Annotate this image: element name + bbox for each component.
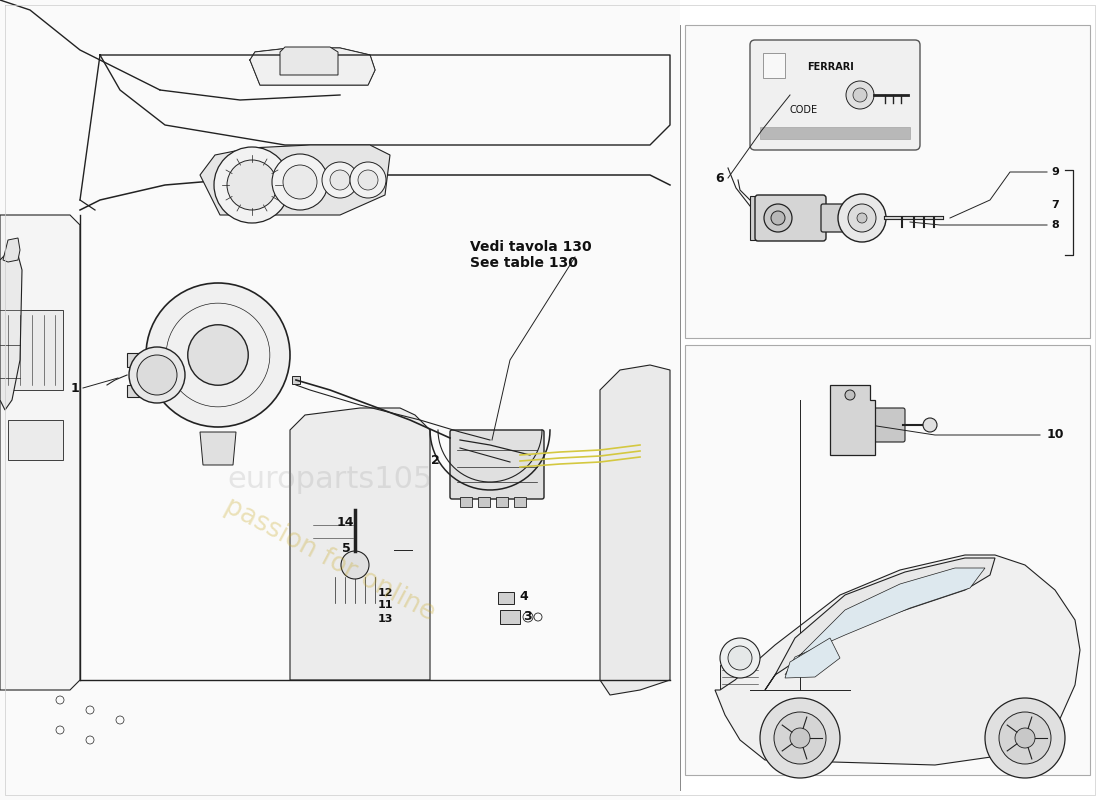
- Circle shape: [774, 712, 826, 764]
- Circle shape: [358, 170, 378, 190]
- Bar: [496, 497, 508, 507]
- Text: 9: 9: [1052, 167, 1059, 177]
- Circle shape: [129, 347, 185, 403]
- Text: 1: 1: [70, 382, 79, 394]
- Bar: [20, 340, 70, 370]
- Circle shape: [227, 160, 277, 210]
- Text: Vedi tavola 130
See table 130: Vedi tavola 130 See table 130: [470, 240, 592, 270]
- Text: CODE: CODE: [790, 105, 818, 115]
- Circle shape: [923, 418, 937, 432]
- Circle shape: [845, 390, 855, 400]
- Bar: [400, 614, 425, 624]
- Polygon shape: [785, 568, 984, 675]
- Polygon shape: [0, 0, 680, 800]
- Text: 7: 7: [1052, 200, 1059, 210]
- Circle shape: [350, 162, 386, 198]
- Circle shape: [852, 88, 867, 102]
- Text: 2: 2: [430, 454, 439, 466]
- Circle shape: [728, 646, 752, 670]
- Bar: [685, 345, 1090, 775]
- Circle shape: [857, 213, 867, 223]
- Bar: [750, 196, 758, 240]
- Circle shape: [272, 154, 328, 210]
- FancyBboxPatch shape: [821, 204, 847, 232]
- Bar: [460, 497, 472, 507]
- FancyBboxPatch shape: [450, 430, 544, 499]
- Bar: [760, 127, 910, 139]
- Circle shape: [771, 211, 785, 225]
- Bar: [126, 353, 157, 367]
- Polygon shape: [0, 255, 22, 410]
- Bar: [498, 592, 514, 604]
- Text: FERRARI: FERRARI: [806, 62, 854, 72]
- Text: 4: 4: [519, 590, 528, 603]
- Bar: [308, 550, 360, 558]
- Text: 6: 6: [716, 171, 724, 185]
- FancyBboxPatch shape: [361, 539, 395, 561]
- Text: 11: 11: [377, 600, 393, 610]
- Bar: [330, 575, 380, 605]
- Circle shape: [1015, 728, 1035, 748]
- Polygon shape: [3, 238, 20, 262]
- Bar: [292, 376, 300, 384]
- Bar: [720, 665, 760, 693]
- Text: 13: 13: [377, 614, 393, 624]
- Bar: [514, 497, 526, 507]
- Bar: [478, 497, 490, 507]
- Polygon shape: [200, 432, 236, 465]
- Bar: [500, 610, 520, 624]
- Circle shape: [188, 325, 249, 386]
- FancyBboxPatch shape: [755, 195, 826, 241]
- Circle shape: [341, 551, 368, 579]
- Polygon shape: [830, 385, 874, 455]
- Circle shape: [984, 698, 1065, 778]
- Polygon shape: [280, 47, 338, 75]
- Bar: [400, 600, 425, 610]
- Text: 12: 12: [377, 588, 393, 598]
- Bar: [126, 385, 157, 397]
- Polygon shape: [785, 638, 840, 678]
- Text: 10: 10: [1046, 429, 1064, 442]
- Circle shape: [138, 355, 177, 395]
- Text: 14: 14: [337, 515, 354, 529]
- Text: passion for online: passion for online: [220, 494, 440, 626]
- Text: 3: 3: [524, 610, 532, 622]
- Polygon shape: [200, 145, 390, 215]
- Circle shape: [764, 204, 792, 232]
- Circle shape: [146, 283, 290, 427]
- Polygon shape: [290, 408, 430, 680]
- Bar: [685, 25, 1090, 338]
- Bar: [8, 310, 63, 390]
- FancyBboxPatch shape: [750, 40, 920, 150]
- Circle shape: [322, 162, 358, 198]
- Circle shape: [790, 728, 810, 748]
- Polygon shape: [764, 558, 996, 690]
- Circle shape: [846, 81, 874, 109]
- Polygon shape: [250, 48, 375, 85]
- Polygon shape: [0, 215, 80, 690]
- Text: 5: 5: [342, 542, 351, 554]
- Circle shape: [838, 194, 886, 242]
- Bar: [8, 420, 63, 460]
- Polygon shape: [600, 365, 670, 695]
- Circle shape: [760, 698, 840, 778]
- FancyBboxPatch shape: [873, 408, 905, 442]
- Circle shape: [283, 165, 317, 199]
- Circle shape: [330, 170, 350, 190]
- Circle shape: [720, 638, 760, 678]
- Circle shape: [999, 712, 1050, 764]
- FancyBboxPatch shape: [306, 508, 362, 552]
- Bar: [763, 53, 785, 78]
- Text: europarts105: europarts105: [228, 466, 432, 494]
- Polygon shape: [715, 555, 1080, 765]
- Circle shape: [214, 147, 290, 223]
- Bar: [400, 588, 425, 598]
- Circle shape: [848, 204, 876, 232]
- Text: 8: 8: [1052, 220, 1059, 230]
